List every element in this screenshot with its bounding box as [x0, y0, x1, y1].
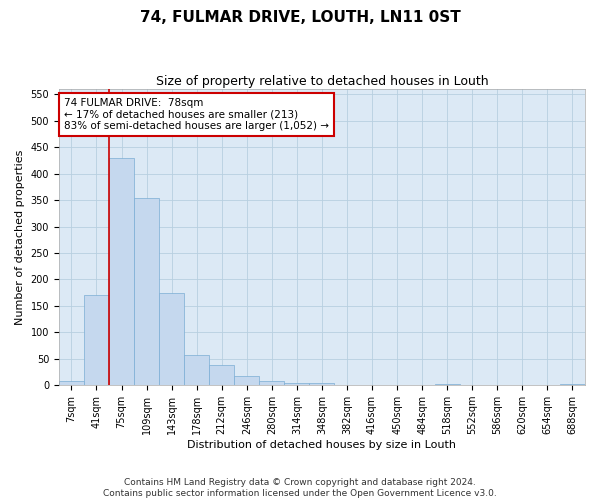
Bar — [59, 381, 84, 385]
Bar — [159, 292, 184, 385]
Bar — [284, 383, 310, 385]
Bar — [184, 355, 209, 385]
Bar — [109, 158, 134, 385]
Text: Contains HM Land Registry data © Crown copyright and database right 2024.
Contai: Contains HM Land Registry data © Crown c… — [103, 478, 497, 498]
X-axis label: Distribution of detached houses by size in Louth: Distribution of detached houses by size … — [187, 440, 457, 450]
Bar — [209, 365, 234, 385]
Bar — [259, 381, 284, 385]
Bar — [560, 384, 585, 385]
Bar — [434, 384, 460, 385]
Title: Size of property relative to detached houses in Louth: Size of property relative to detached ho… — [155, 75, 488, 88]
Y-axis label: Number of detached properties: Number of detached properties — [15, 150, 25, 325]
Bar — [84, 296, 109, 385]
Bar — [234, 376, 259, 385]
Text: 74 FULMAR DRIVE:  78sqm
← 17% of detached houses are smaller (213)
83% of semi-d: 74 FULMAR DRIVE: 78sqm ← 17% of detached… — [64, 98, 329, 131]
Text: 74, FULMAR DRIVE, LOUTH, LN11 0ST: 74, FULMAR DRIVE, LOUTH, LN11 0ST — [140, 10, 460, 25]
Bar — [310, 382, 334, 385]
Bar — [134, 198, 159, 385]
